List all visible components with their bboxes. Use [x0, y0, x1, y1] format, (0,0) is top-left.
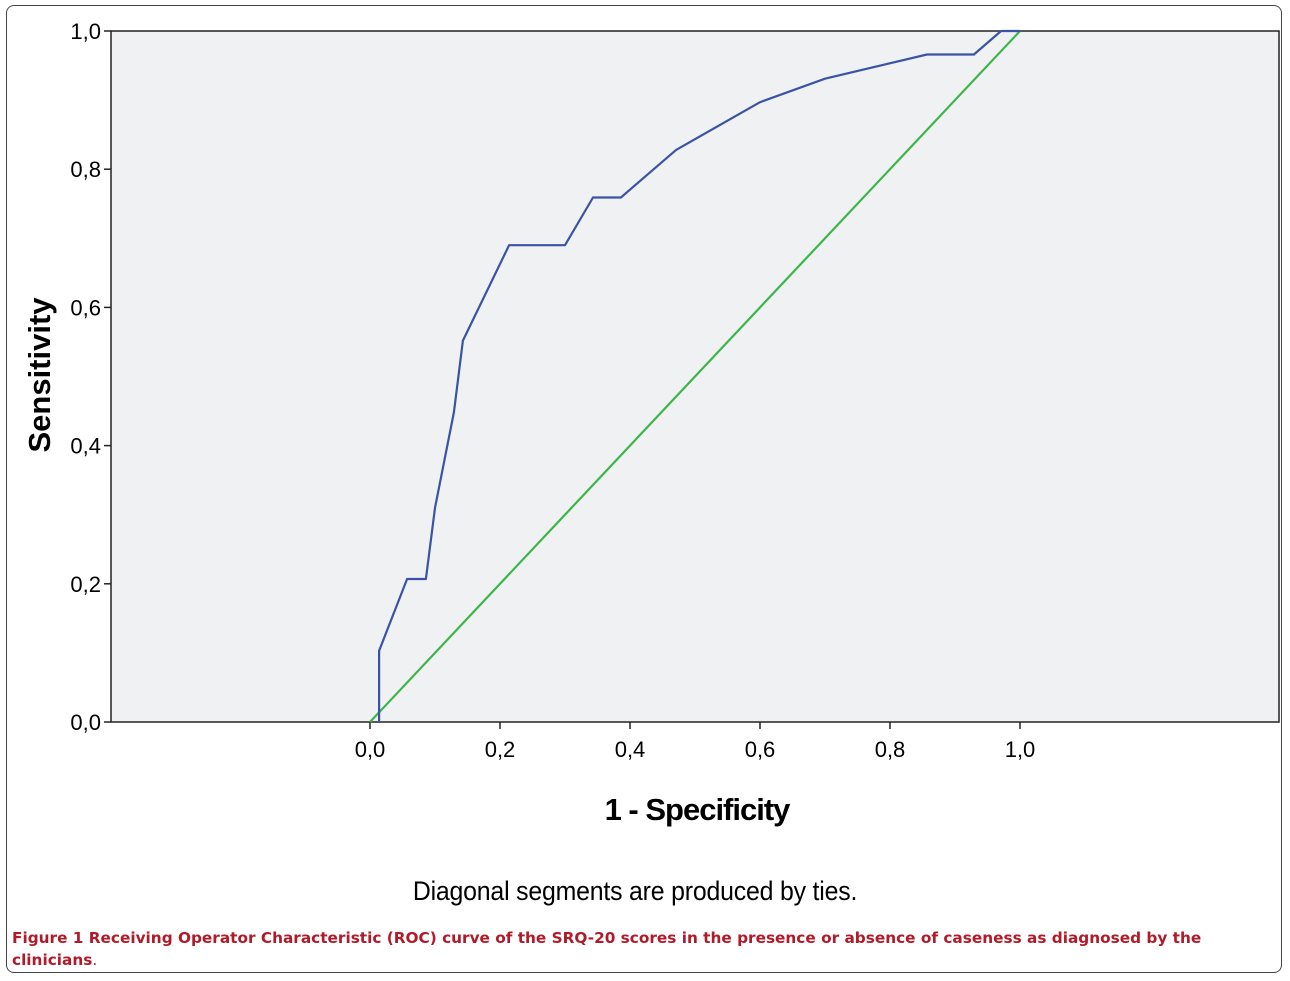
y-tick-label: 0,8 — [70, 157, 101, 182]
roc-chart: 0,0 0,2 0,4 0,6 0,8 1,0 0,0 0,2 0,4 0,6 0,8 1,0 1 … — [22, 19, 1280, 827]
y-tick-label: 0,2 — [70, 572, 101, 597]
x-tick-label: 0,2 — [485, 737, 516, 762]
y-tick-label: 0,6 — [70, 295, 101, 320]
x-tick-label: 0,0 — [355, 737, 386, 762]
x-tick-label: 0,6 — [745, 737, 776, 762]
y-tick-label: 0,4 — [70, 434, 101, 459]
caption-label: Figure 1 — [12, 929, 84, 947]
x-tick-label: 1,0 — [1005, 737, 1036, 762]
y-tick-label: 1,0 — [70, 19, 101, 44]
y-axis: 0,0 0,2 0,4 0,6 0,8 1,0 — [70, 19, 111, 735]
caption-end: . — [92, 951, 98, 969]
x-tick-label: 0,8 — [875, 737, 906, 762]
reference-diagonal-line — [369, 30, 1021, 723]
x-axis-label: 1 - Specificity — [605, 792, 792, 827]
chart-footnote: Diagonal segments are produced by ties. — [412, 876, 858, 906]
y-tick-label: 0,0 — [70, 710, 101, 735]
x-axis: 0,0 0,2 0,4 0,6 0,8 1,0 — [355, 722, 1036, 762]
caption-text: Receiving Operator Characteristic (ROC) … — [12, 929, 1202, 969]
figure-frame — [6, 5, 1282, 973]
series-layer — [369, 29, 1021, 723]
y-axis-label: Sensitivity — [22, 297, 57, 453]
figure-caption: Figure 1 Receiving Operator Characterist… — [12, 927, 1274, 971]
plot-area — [110, 30, 1280, 723]
roc-curve-line — [378, 29, 1020, 722]
x-tick-label: 0,4 — [615, 737, 646, 762]
